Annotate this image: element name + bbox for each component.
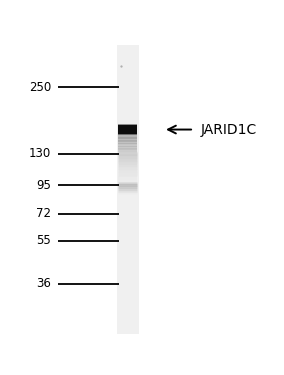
Text: 72: 72 [36, 207, 51, 220]
Text: 130: 130 [29, 147, 51, 160]
Bar [117, 45, 139, 334]
Text: 55: 55 [36, 234, 51, 248]
Text: JARID1C: JARID1C [201, 123, 257, 136]
Text: 36: 36 [36, 278, 51, 290]
Text: 95: 95 [36, 179, 51, 192]
Text: 250: 250 [29, 81, 51, 94]
